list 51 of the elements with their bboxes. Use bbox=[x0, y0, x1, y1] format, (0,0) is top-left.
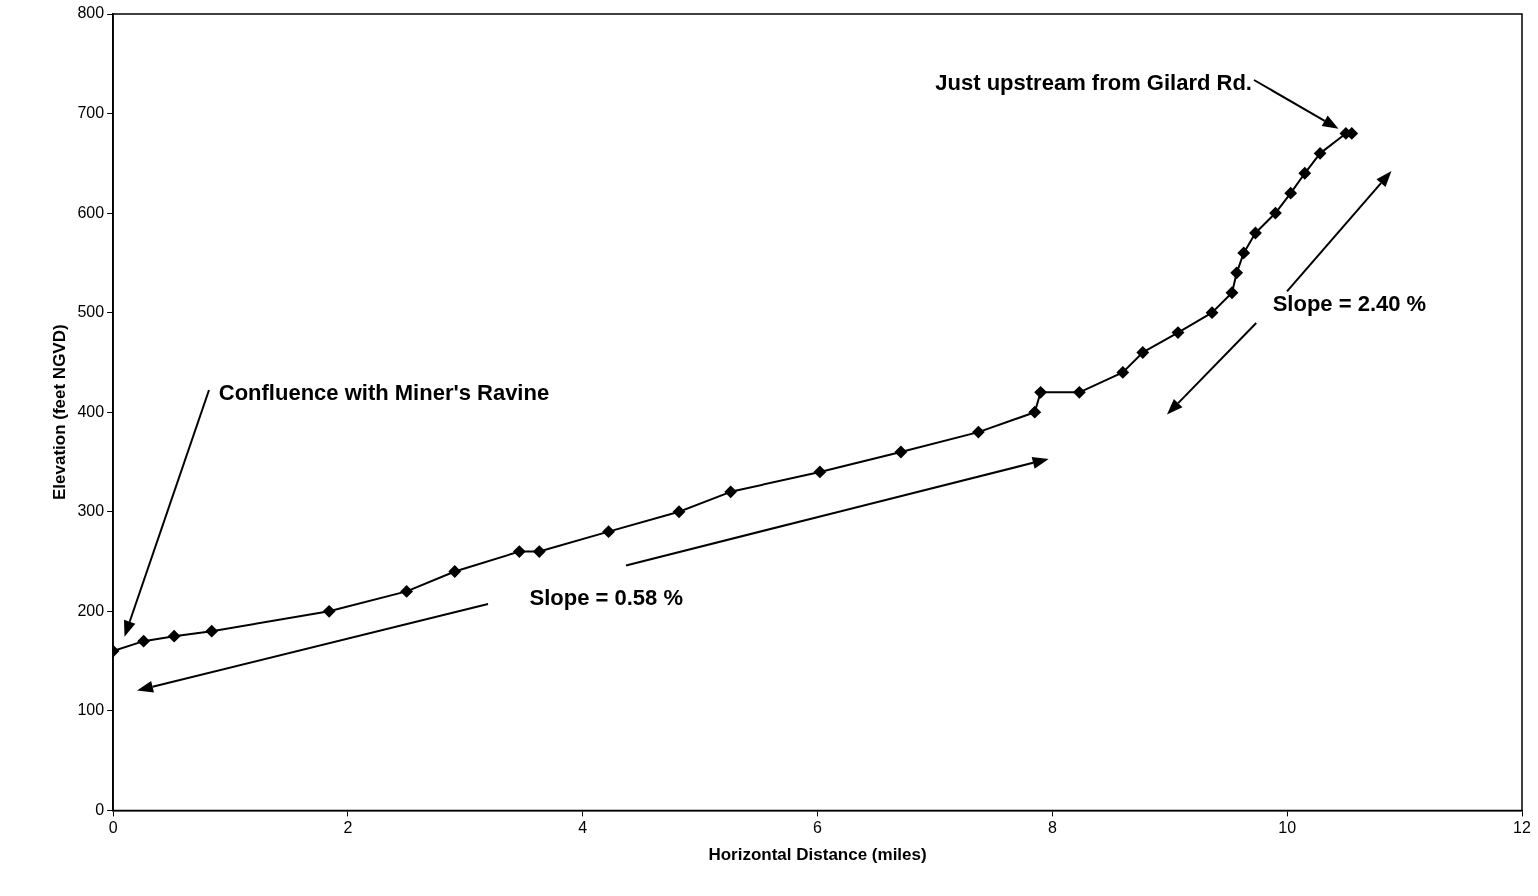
point bbox=[400, 585, 413, 598]
point bbox=[137, 635, 150, 648]
point bbox=[1116, 366, 1129, 379]
point bbox=[1034, 386, 1047, 399]
y-tick-label: 400 bbox=[77, 402, 105, 420]
point bbox=[1284, 187, 1297, 200]
annotation: Slope = 2.40 % bbox=[1272, 290, 1427, 316]
x-tick-label: 4 bbox=[578, 819, 588, 837]
point bbox=[813, 465, 826, 478]
point bbox=[1226, 286, 1238, 299]
y-tick-label: 700 bbox=[77, 103, 105, 121]
point bbox=[602, 525, 615, 538]
y-tick-label: 800 bbox=[77, 4, 105, 22]
point bbox=[1237, 246, 1250, 259]
point bbox=[1249, 227, 1262, 240]
x-tick-label: 0 bbox=[108, 819, 118, 837]
point bbox=[168, 630, 181, 643]
point bbox=[1230, 266, 1243, 279]
point bbox=[448, 565, 461, 578]
x-tick-label: 12 bbox=[1513, 819, 1531, 837]
y-tick-label: 0 bbox=[95, 800, 105, 818]
x-tick-label: 2 bbox=[343, 819, 353, 837]
point bbox=[1073, 386, 1086, 399]
point bbox=[1136, 346, 1149, 359]
point bbox=[533, 545, 546, 558]
x-tick-label: 8 bbox=[1047, 819, 1057, 837]
annotation: Confluence with Miner's Ravine bbox=[218, 380, 550, 406]
y-tick-label: 600 bbox=[77, 203, 105, 221]
x-axis-title: Horizontal Distance (miles) bbox=[708, 845, 927, 865]
point bbox=[513, 545, 526, 558]
point bbox=[673, 505, 686, 518]
point bbox=[1298, 167, 1311, 180]
y-tick-label: 300 bbox=[77, 502, 105, 520]
point bbox=[1206, 306, 1219, 319]
point bbox=[1314, 147, 1327, 160]
x-tick-label: 6 bbox=[813, 819, 823, 837]
y-axis-title: Elevation (feet NGVD) bbox=[49, 324, 69, 501]
annotation: Just upstream from Gilard Rd. bbox=[935, 69, 1252, 95]
point bbox=[1171, 326, 1184, 339]
point bbox=[1269, 207, 1282, 220]
point bbox=[894, 446, 907, 459]
point bbox=[323, 605, 336, 618]
annotation: Slope = 0.58 % bbox=[529, 585, 683, 611]
point bbox=[205, 625, 218, 638]
point bbox=[1028, 406, 1041, 419]
y-tick-label: 500 bbox=[77, 303, 105, 321]
point bbox=[972, 426, 985, 439]
y-tick-label: 100 bbox=[77, 701, 105, 719]
y-tick-label: 200 bbox=[77, 601, 105, 619]
point bbox=[724, 485, 737, 498]
x-tick-label: 10 bbox=[1278, 819, 1297, 837]
